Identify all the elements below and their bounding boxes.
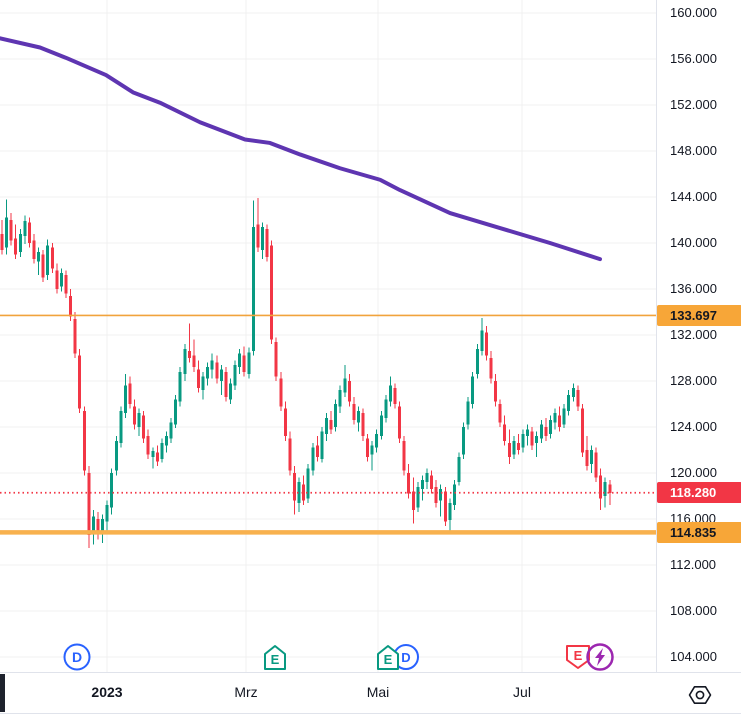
time-axis[interactable]: 2023 Mrz Mai Jul bbox=[0, 672, 741, 714]
chart-settings-button[interactable] bbox=[687, 682, 713, 708]
price-axis[interactable]: 160.000 156.000 152.000 148.000 144.000 140.0… bbox=[656, 0, 741, 672]
price-axis-label: 124.000 bbox=[670, 419, 717, 434]
price-level-badge: 114.835 bbox=[657, 521, 741, 543]
price-axis-label: 128.000 bbox=[670, 373, 717, 388]
time-axis-label: Mrz bbox=[234, 684, 258, 700]
price-axis-label: 104.000 bbox=[670, 649, 717, 664]
chart-pane[interactable] bbox=[0, 0, 656, 672]
gear-icon bbox=[688, 686, 712, 704]
price-axis-label: 132.000 bbox=[670, 327, 717, 342]
time-axis-label: 2023 bbox=[91, 684, 123, 700]
lightning-bolt-icon bbox=[595, 648, 605, 666]
earnings-house-icon bbox=[377, 645, 399, 670]
dividend-circle-icon bbox=[63, 643, 91, 671]
price-axis-label: 144.000 bbox=[670, 189, 717, 204]
dividend-letter: D bbox=[72, 649, 82, 665]
price-axis-label: 156.000 bbox=[670, 51, 717, 66]
earnings-letter: E bbox=[574, 648, 583, 663]
price-axis-label: 120.000 bbox=[670, 465, 717, 480]
alert-circle-icon bbox=[586, 643, 614, 671]
time-axis-label: Mai bbox=[366, 684, 390, 700]
earnings-letter: E bbox=[384, 652, 393, 667]
price-axis-label: 112.000 bbox=[670, 557, 717, 572]
time-axis-label: Jul bbox=[513, 684, 531, 700]
earnings-alert-marker[interactable]: E bbox=[550, 640, 616, 674]
price-level-badge: 133.697 bbox=[657, 304, 741, 326]
price-axis-label: 108.000 bbox=[670, 603, 717, 618]
candles-plot[interactable] bbox=[0, 0, 656, 672]
price-level-badge: 118.280 bbox=[657, 482, 741, 504]
earnings-shield-icon bbox=[566, 645, 590, 669]
earnings-letter: E bbox=[271, 652, 280, 667]
earnings-dividend-marker[interactable]: D E bbox=[360, 640, 426, 674]
price-axis-label: 136.000 bbox=[670, 281, 717, 296]
earnings-marker[interactable]: E bbox=[247, 640, 313, 674]
price-axis-label: 152.000 bbox=[670, 97, 717, 112]
dividend-letter: D bbox=[401, 650, 410, 665]
earnings-house-icon bbox=[264, 645, 286, 670]
price-axis-label: 148.000 bbox=[670, 143, 717, 158]
price-axis-label: 160.000 bbox=[670, 5, 717, 20]
price-axis-label: 140.000 bbox=[670, 235, 717, 250]
logo-fragment bbox=[0, 674, 5, 712]
dividend-marker[interactable]: D bbox=[49, 640, 115, 674]
